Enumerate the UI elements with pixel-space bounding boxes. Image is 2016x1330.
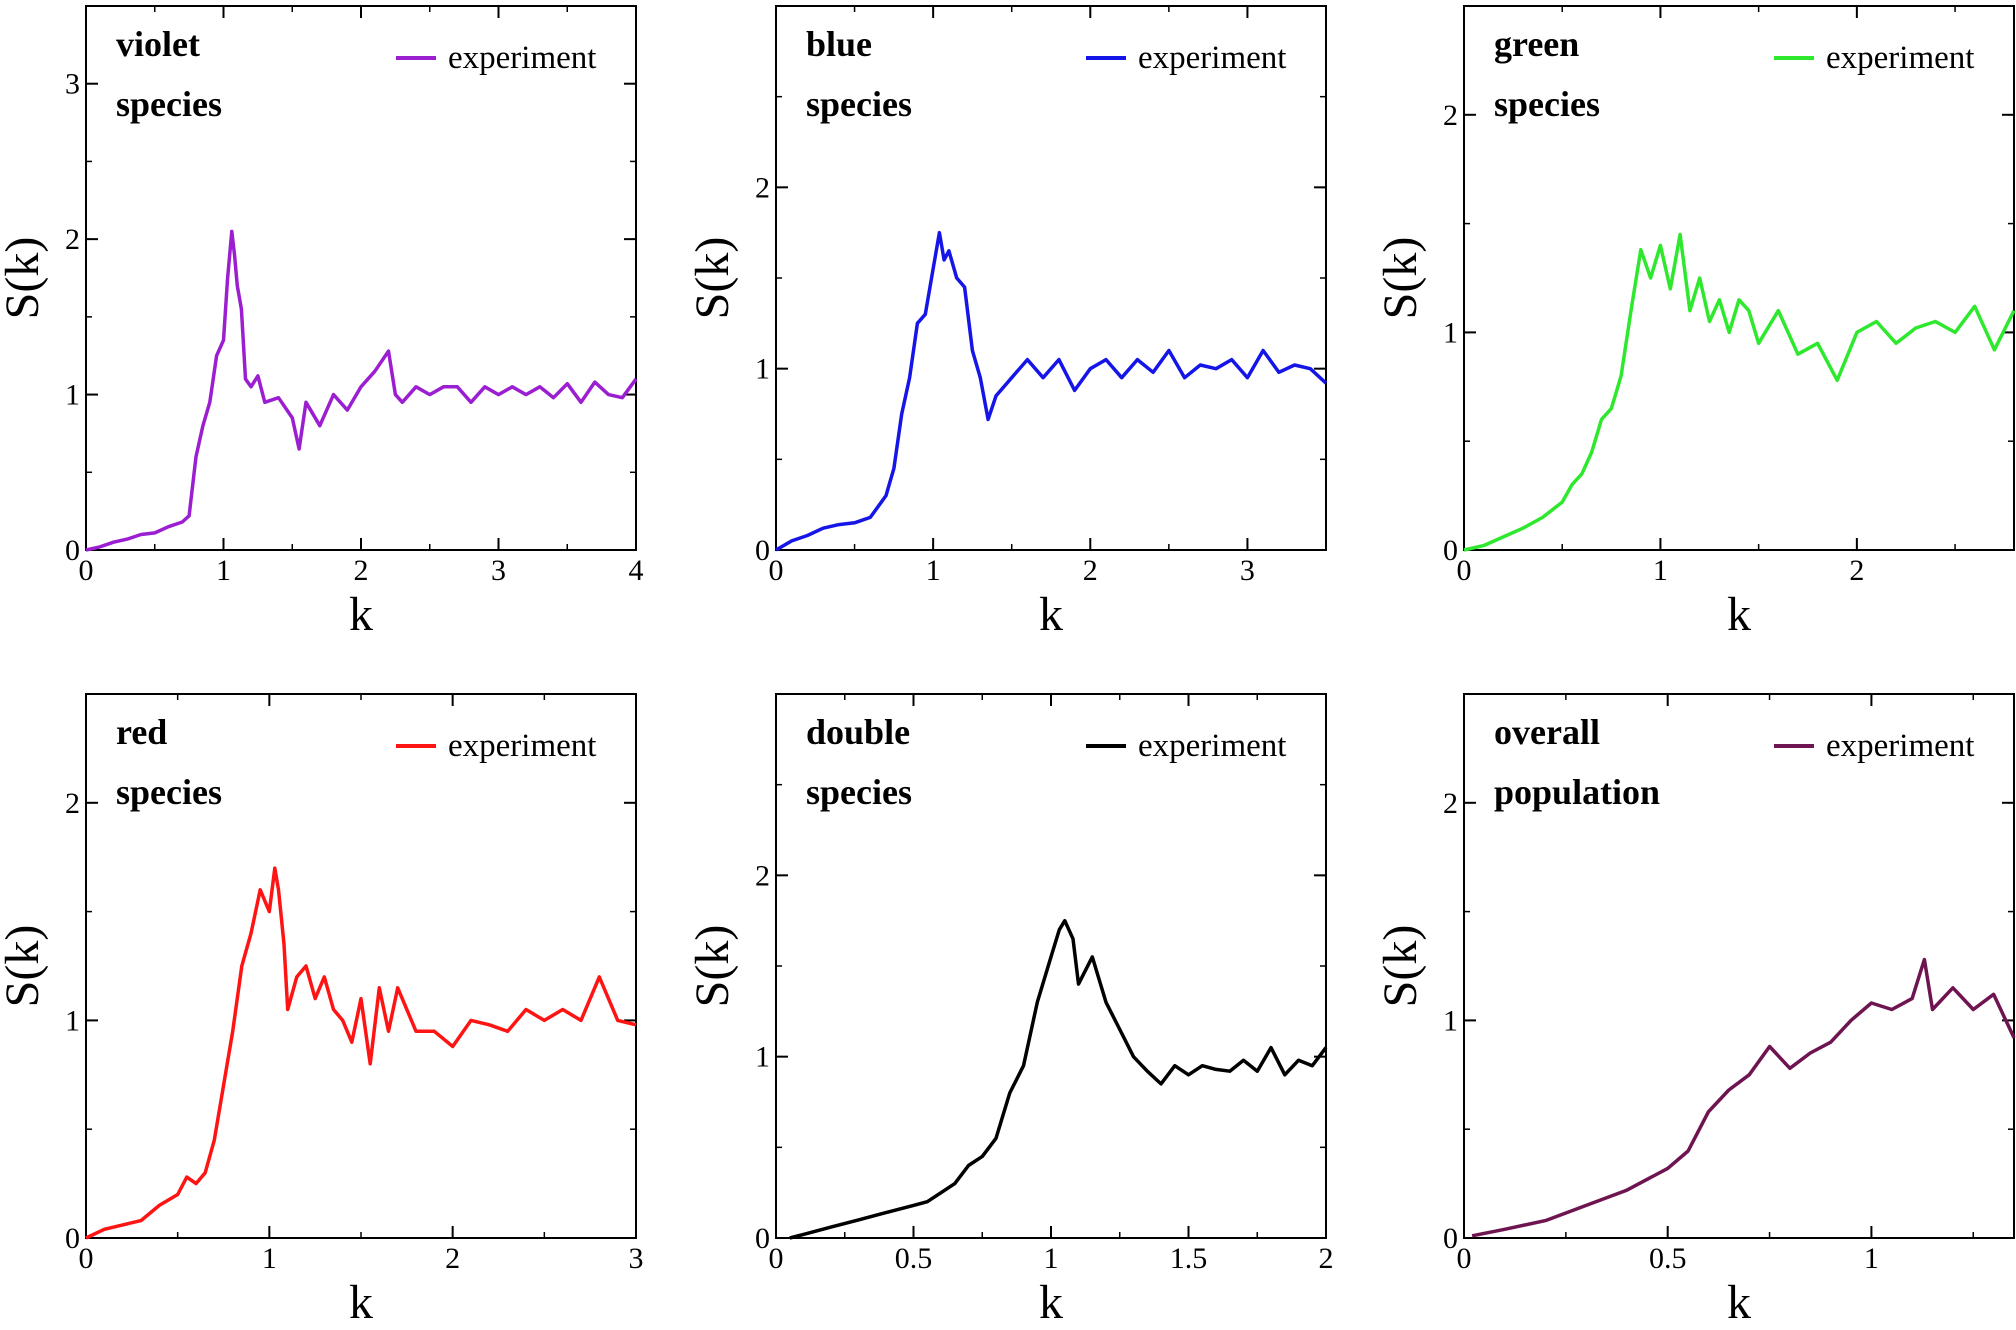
- x-axis-label: k: [1039, 588, 1063, 641]
- chart-panel: 0 1 2 3 4 0 1 2 3 k S(k) violet species experiment: [0, 5, 644, 641]
- series-line: [1471, 957, 2016, 1238]
- y-tick-label: 1: [755, 353, 770, 386]
- series-line: [775, 230, 1328, 552]
- legend-label: experiment: [1826, 40, 1974, 76]
- y-axis-label: S(k): [0, 925, 49, 1008]
- y-axis-label: S(k): [686, 237, 739, 320]
- x-tick-label: 3: [491, 554, 506, 587]
- y-axis-label: S(k): [0, 237, 49, 320]
- x-tick-label: 1: [262, 1242, 277, 1275]
- y-tick-label: 0: [755, 534, 770, 567]
- chart-panel: 0 1 2 3 0 1 2 k S(k) red species experiment: [0, 693, 644, 1329]
- y-tick-label: 2: [1443, 787, 1458, 820]
- y-tick-label: 0: [65, 1222, 80, 1255]
- y-tick-label: 1: [65, 379, 80, 412]
- legend-label: experiment: [448, 728, 596, 764]
- plot-frame: [1463, 693, 2015, 1239]
- y-tick-label: 0: [65, 534, 80, 567]
- x-tick-label: 2: [445, 1242, 460, 1275]
- chart-panel: 0 0.5 1 1.5 2 0 1 2 k S(k) double species experiment: [686, 693, 1334, 1329]
- y-tick-label: 2: [755, 859, 770, 892]
- panel-label: species: [1494, 84, 1600, 124]
- y-tick-label: 2: [1443, 99, 1458, 132]
- y-tick-label: 2: [65, 787, 80, 820]
- x-tick-label: 0: [79, 1242, 94, 1275]
- x-tick-label: 0: [769, 554, 784, 587]
- x-axis-label: k: [349, 588, 373, 641]
- panel-label: red: [116, 712, 167, 752]
- panel-label: species: [806, 772, 912, 812]
- panel-label: violet: [116, 24, 200, 64]
- y-tick-label: 1: [1443, 1004, 1458, 1037]
- y-tick-label: 1: [755, 1041, 770, 1074]
- y-tick-label: 1: [65, 1004, 80, 1037]
- panel-label: species: [116, 84, 222, 124]
- panel-label: population: [1494, 772, 1660, 812]
- panel-label: species: [116, 772, 222, 812]
- x-tick-label: 2: [1849, 554, 1864, 587]
- x-tick-label: 0: [769, 1242, 784, 1275]
- y-axis-label: S(k): [686, 925, 739, 1008]
- panel-label: blue: [806, 24, 872, 64]
- x-tick-label: 1: [1044, 1242, 1059, 1275]
- x-tick-label: 0.5: [895, 1242, 933, 1275]
- x-axis-label: k: [1727, 588, 1751, 641]
- x-tick-label: 0: [1457, 1242, 1472, 1275]
- series-line: [85, 229, 638, 552]
- x-tick-label: 1: [926, 554, 941, 587]
- x-axis-label: k: [1039, 1276, 1063, 1329]
- series-line: [1463, 232, 2016, 552]
- chart-panel: 0 1 2 0 1 2 k S(k) green species experiment: [1374, 5, 2016, 641]
- legend-label: experiment: [1138, 728, 1286, 764]
- legend-label: experiment: [448, 40, 596, 76]
- y-tick-label: 3: [65, 68, 80, 101]
- x-axis-label: k: [1727, 1276, 1751, 1329]
- legend-label: experiment: [1826, 728, 1974, 764]
- x-tick-label: 0: [79, 554, 94, 587]
- x-tick-label: 1: [1653, 554, 1668, 587]
- x-tick-label: 0.5: [1649, 1242, 1687, 1275]
- legend-label: experiment: [1138, 40, 1286, 76]
- chart-panel: 0 0.5 1 0 1 2 k S(k) overall population experiment: [1374, 693, 2016, 1329]
- y-tick-label: 2: [65, 223, 80, 256]
- y-axis-label: S(k): [1374, 237, 1427, 320]
- panel-label: green: [1494, 24, 1579, 64]
- x-tick-label: 4: [629, 554, 644, 587]
- x-tick-label: 1: [216, 554, 231, 587]
- y-tick-label: 0: [755, 1222, 770, 1255]
- x-tick-label: 3: [1240, 554, 1255, 587]
- panel-label: overall: [1494, 712, 1600, 752]
- x-tick-label: 2: [1319, 1242, 1334, 1275]
- y-tick-label: 1: [1443, 316, 1458, 349]
- x-axis-label: k: [349, 1276, 373, 1329]
- y-tick-label: 0: [1443, 1222, 1458, 1255]
- series-line: [789, 918, 1328, 1240]
- panel-label: double: [806, 712, 910, 752]
- x-tick-label: 1: [1864, 1242, 1879, 1275]
- x-tick-label: 3: [629, 1242, 644, 1275]
- y-tick-label: 2: [755, 171, 770, 204]
- x-tick-label: 0: [1457, 554, 1472, 587]
- y-tick-label: 0: [1443, 534, 1458, 567]
- x-tick-label: 1.5: [1170, 1242, 1208, 1275]
- panel-label: species: [806, 84, 912, 124]
- plot-frame: [1463, 5, 2015, 551]
- y-axis-label: S(k): [1374, 925, 1427, 1008]
- series-line: [85, 866, 637, 1240]
- x-tick-label: 2: [1083, 554, 1098, 587]
- x-tick-label: 2: [354, 554, 369, 587]
